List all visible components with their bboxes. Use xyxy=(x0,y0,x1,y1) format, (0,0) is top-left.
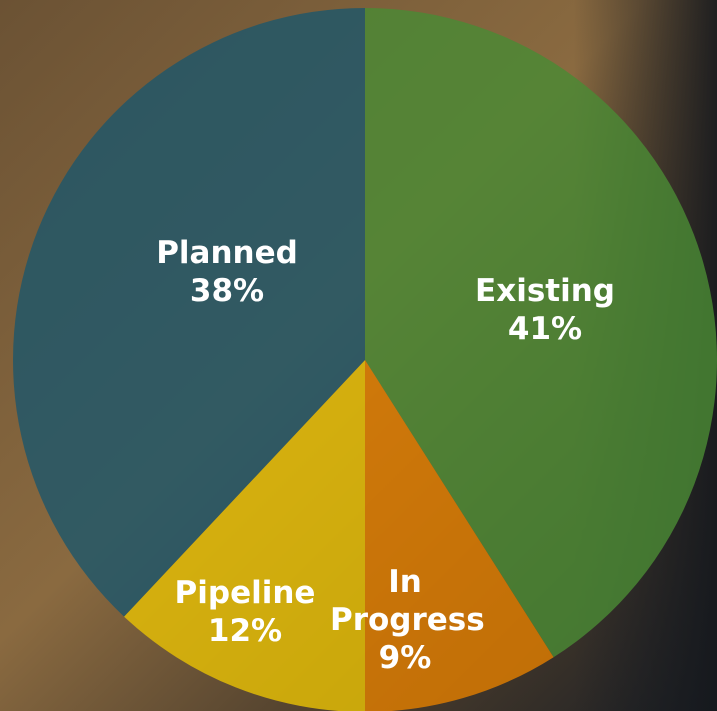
slice-label: Planned 38% xyxy=(142,234,312,310)
pie-slice xyxy=(365,360,554,711)
value-label: 41% xyxy=(507,311,583,347)
value-label: 38% xyxy=(189,273,265,309)
category-label: Pipeline xyxy=(174,575,316,611)
value-label: 12% xyxy=(207,613,283,649)
slice-label: Pipeline 12% xyxy=(160,574,330,650)
value-label: 9% xyxy=(378,640,432,676)
slice-label: In Progress 9% xyxy=(330,563,485,677)
slice-label: Existing 41% xyxy=(460,272,630,348)
pie-slice xyxy=(365,8,717,658)
category-label: In Progress xyxy=(330,564,485,638)
pie-slice xyxy=(124,360,365,711)
category-label: Planned xyxy=(156,235,298,271)
category-label: Existing xyxy=(475,273,615,309)
pie-slice xyxy=(12,8,365,617)
